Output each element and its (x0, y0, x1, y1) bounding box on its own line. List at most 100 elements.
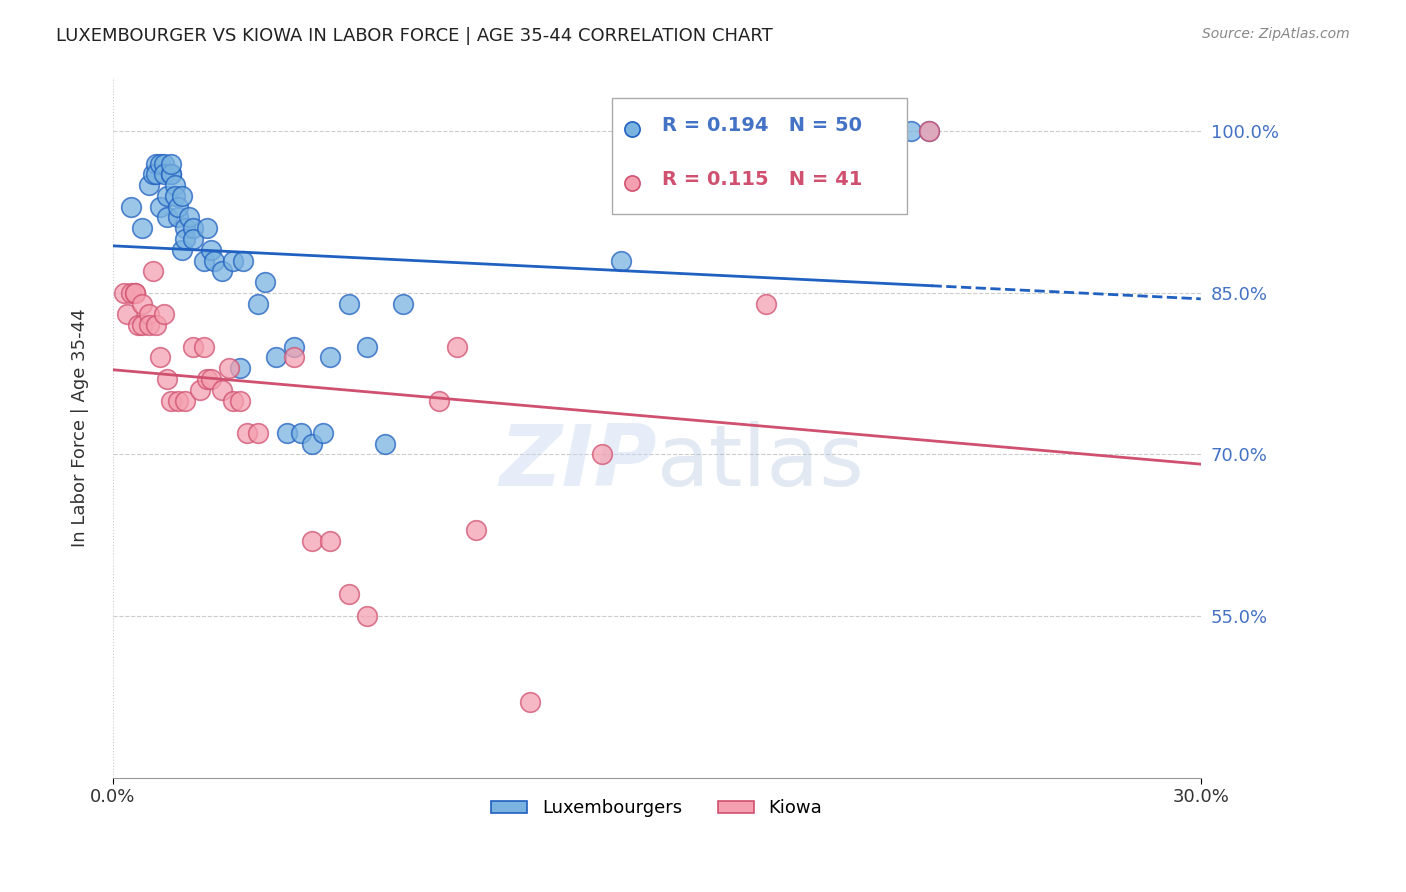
Point (138, 318, 160, 333)
Point (174, 221, 197, 235)
Point (202, 253, 225, 268)
Point (174, 232, 197, 246)
Point (131, 318, 153, 333)
Point (160, 393, 183, 408)
Point (301, 436, 323, 450)
Point (319, 351, 342, 365)
Text: atlas: atlas (657, 421, 865, 504)
Point (152, 167, 174, 181)
Point (142, 264, 165, 278)
Point (181, 340, 204, 354)
Point (177, 211, 200, 225)
Point (120, 285, 142, 300)
Point (138, 307, 160, 321)
Point (221, 393, 243, 408)
Point (142, 167, 165, 181)
Point (254, 275, 277, 289)
Text: ZIP: ZIP (499, 421, 657, 504)
Point (145, 167, 167, 181)
Point (918, 124, 941, 138)
Text: Source: ZipAtlas.com: Source: ZipAtlas.com (1202, 27, 1350, 41)
Point (211, 264, 233, 278)
Point (170, 189, 193, 203)
Point (160, 167, 183, 181)
Point (283, 351, 305, 365)
Point (145, 318, 167, 333)
Point (170, 243, 193, 257)
Point (163, 189, 186, 203)
Point (149, 200, 172, 214)
Point (319, 533, 342, 548)
Point (160, 167, 183, 181)
Point (392, 296, 415, 310)
Point (221, 253, 243, 268)
Point (229, 361, 252, 376)
Point (290, 425, 312, 440)
FancyBboxPatch shape (612, 98, 907, 214)
Point (621, 176, 644, 190)
Point (918, 124, 941, 138)
Point (167, 393, 190, 408)
Point (312, 425, 335, 440)
Text: R = 0.115   N = 41: R = 0.115 N = 41 (662, 169, 862, 188)
Point (229, 393, 252, 408)
Point (246, 296, 269, 310)
Y-axis label: In Labor Force | Age 35-44: In Labor Force | Age 35-44 (72, 309, 89, 547)
Point (900, 124, 922, 138)
Point (163, 178, 186, 193)
Point (356, 340, 378, 354)
Point (145, 156, 167, 170)
Point (519, 695, 541, 709)
Point (427, 393, 450, 408)
Point (211, 383, 233, 397)
Point (195, 372, 218, 386)
Point (124, 285, 146, 300)
Point (152, 307, 174, 321)
Text: LUXEMBOURGER VS KIOWA IN LABOR FORCE | AGE 35-44 CORRELATION CHART: LUXEMBOURGER VS KIOWA IN LABOR FORCE | A… (56, 27, 773, 45)
Point (112, 285, 135, 300)
Point (181, 232, 204, 246)
Point (156, 211, 179, 225)
Point (200, 372, 222, 386)
Point (167, 200, 190, 214)
Point (337, 296, 360, 310)
Point (167, 211, 190, 225)
Point (174, 393, 197, 408)
Point (195, 221, 218, 235)
Point (236, 425, 259, 440)
Point (193, 340, 215, 354)
Point (283, 340, 305, 354)
Legend: Luxembourgers, Kiowa: Luxembourgers, Kiowa (484, 792, 830, 824)
Point (232, 253, 254, 268)
Point (160, 156, 183, 170)
Point (356, 609, 378, 624)
Point (120, 200, 142, 214)
Text: R = 0.194   N = 50: R = 0.194 N = 50 (662, 116, 862, 136)
Point (200, 243, 222, 257)
Point (138, 178, 160, 193)
Point (181, 221, 204, 235)
Point (149, 351, 172, 365)
Point (374, 436, 396, 450)
Point (276, 425, 298, 440)
Point (131, 221, 153, 235)
Point (464, 523, 486, 537)
Point (156, 372, 179, 386)
Point (621, 122, 644, 136)
Point (446, 340, 468, 354)
Point (131, 296, 153, 310)
Point (149, 156, 172, 170)
Point (124, 285, 146, 300)
Point (127, 318, 149, 333)
Point (188, 383, 211, 397)
Point (117, 307, 139, 321)
Point (156, 189, 179, 203)
Point (246, 425, 269, 440)
Point (264, 351, 287, 365)
Point (609, 253, 631, 268)
Point (755, 296, 778, 310)
Point (152, 156, 174, 170)
Point (193, 253, 215, 268)
Point (591, 447, 613, 461)
Point (337, 587, 360, 601)
